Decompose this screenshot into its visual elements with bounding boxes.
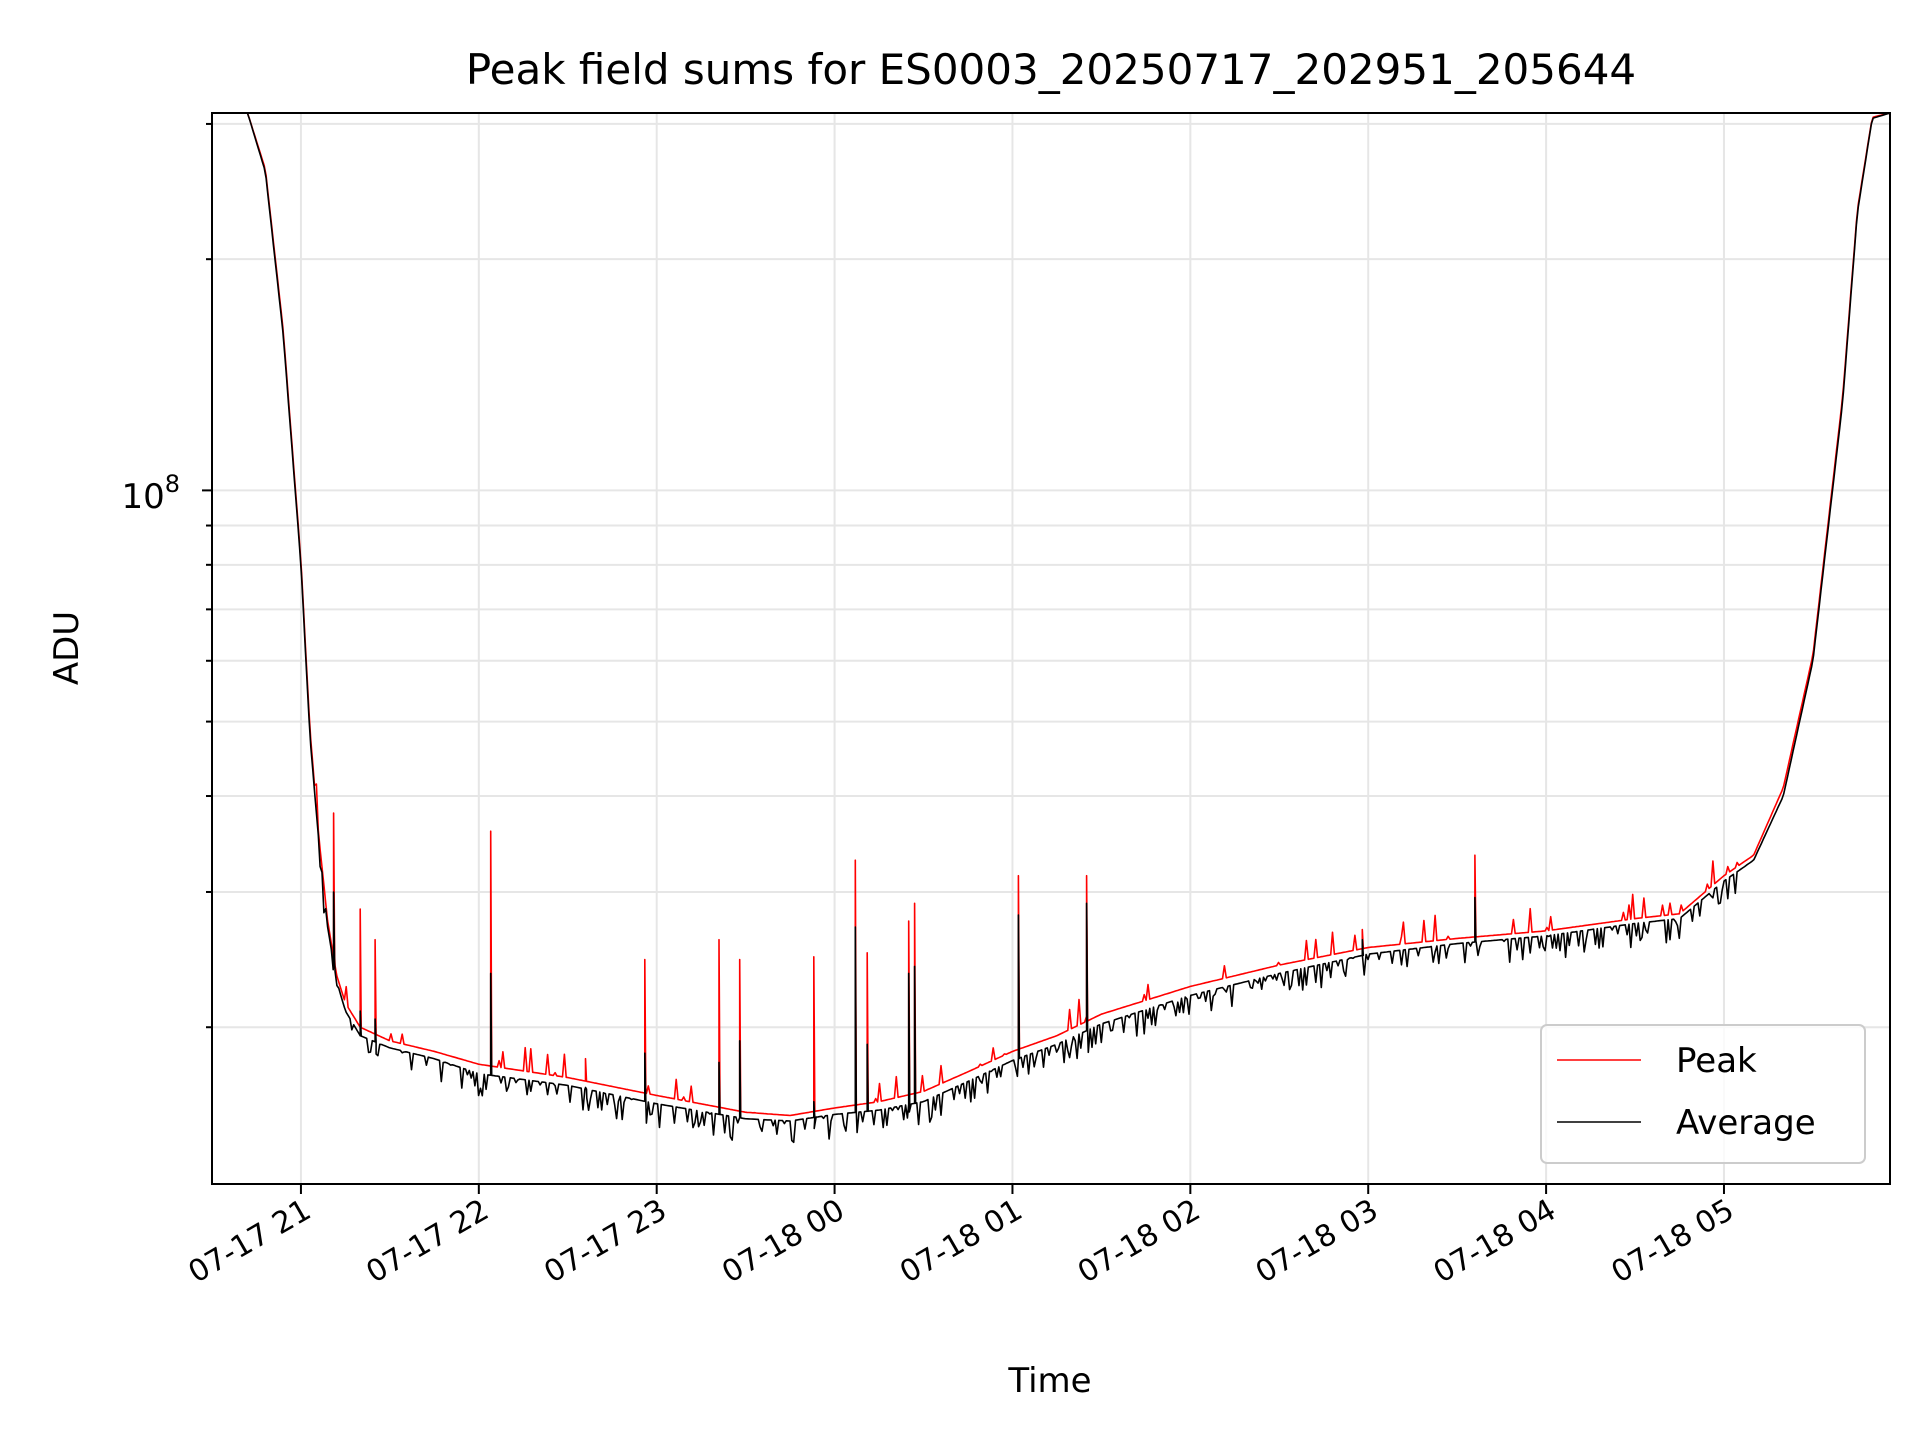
legend-peak-label: Peak <box>1676 1041 1757 1081</box>
chart-title: Peak field sums for ES0003_20250717_2029… <box>466 45 1636 94</box>
y-axis-tick-base: 10 <box>121 477 164 517</box>
grid-lines <box>212 113 1890 1184</box>
y-axis-label: ADU <box>47 611 87 685</box>
y-axis-major-tick-label: 108 <box>121 470 180 517</box>
series-lines <box>212 112 1891 1144</box>
series-line-average <box>212 112 1891 1144</box>
plot-frame <box>211 112 1891 1185</box>
legend: Peak Average <box>1540 1024 1866 1164</box>
x-axis-label: Time <box>1007 1361 1091 1401</box>
legend-average-label: Average <box>1676 1103 1816 1143</box>
y-axis-tick-exponent: 8 <box>165 470 180 498</box>
